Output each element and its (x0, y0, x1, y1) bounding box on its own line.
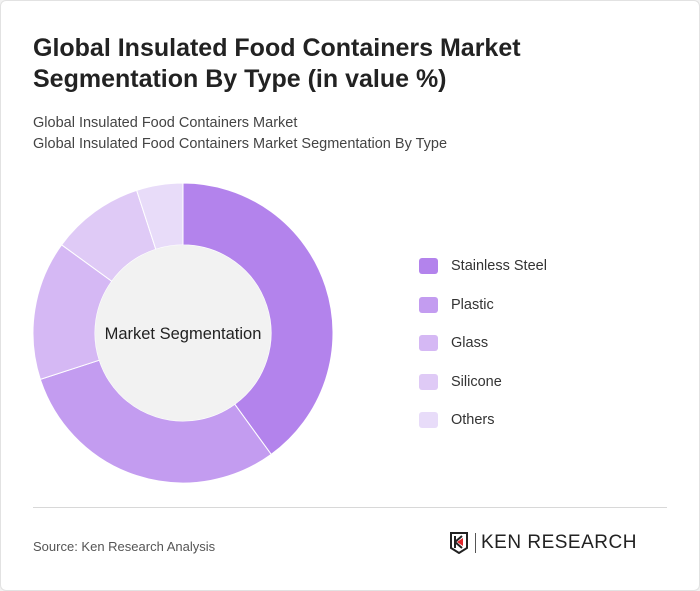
legend-item: Others (419, 401, 547, 440)
chart-legend: Stainless Steel Plastic Glass Silicone Other… (419, 247, 547, 440)
subtitle-segmentation: Global Insulated Food Containers Market … (33, 136, 448, 152)
divider (33, 507, 667, 508)
legend-swatch (419, 412, 438, 429)
source-note: Source: Ken Research Analysis (33, 539, 216, 554)
legend-label: Glass (451, 335, 489, 352)
legend-label: Silicone (451, 373, 502, 390)
legend-item: Plastic (419, 286, 547, 325)
legend-label: Plastic (451, 296, 494, 313)
ken-research-logo: KEN RESEARCH (449, 532, 637, 554)
donut-center (95, 245, 271, 421)
legend-label: Stainless Steel (451, 258, 547, 275)
logo-text: KEN RESEARCH (475, 533, 637, 553)
legend-item: Stainless Steel (419, 247, 547, 286)
legend-item: Silicone (419, 363, 547, 402)
donut-center-label: Market Segmentation (105, 325, 262, 343)
chart-title: Global Insulated Food Containers Market … (33, 34, 521, 93)
legend-swatch (419, 258, 438, 275)
legend-swatch (419, 335, 438, 352)
ken-logo-icon (450, 532, 468, 554)
legend-swatch (419, 373, 438, 390)
legend-label: Others (451, 412, 495, 429)
donut-chart: Market Segmentation (32, 182, 334, 484)
legend-swatch (419, 296, 438, 313)
subtitle-market: Global Insulated Food Containers Market (33, 115, 298, 131)
legend-item: Glass (419, 324, 547, 363)
